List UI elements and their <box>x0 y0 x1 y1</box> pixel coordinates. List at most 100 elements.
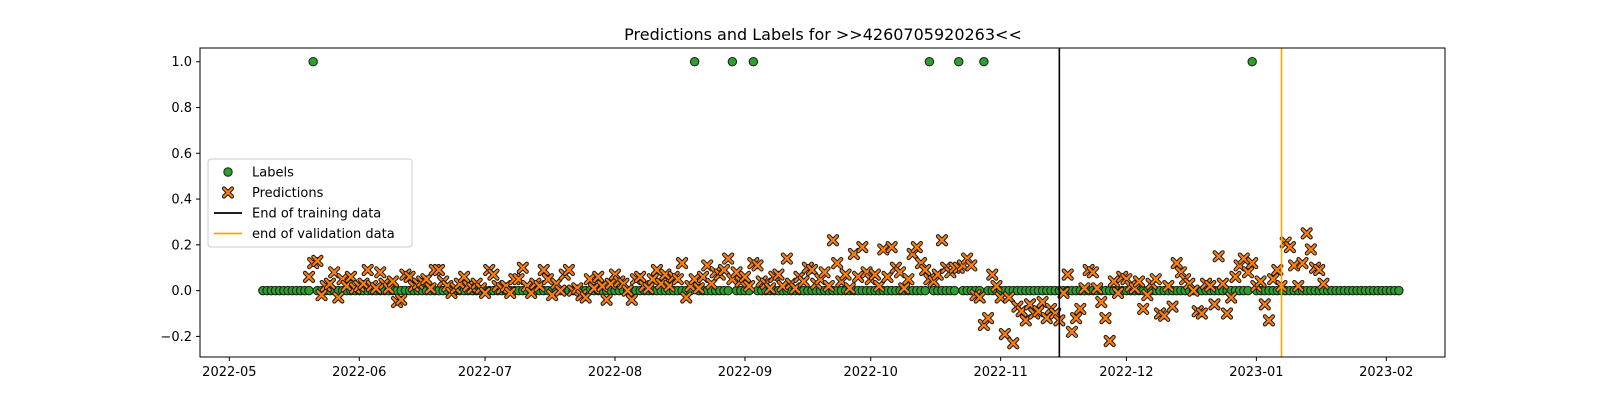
prediction-point <box>1002 291 1016 304</box>
x-tick-label: 2022-10 <box>844 365 898 380</box>
prediction-point <box>1212 250 1225 263</box>
prediction-point <box>374 266 387 279</box>
prediction-point <box>998 328 1011 341</box>
x-tick-label: 2022-12 <box>1099 365 1153 380</box>
prediction-point <box>1304 243 1317 256</box>
prediction-point <box>986 268 999 281</box>
label-point <box>949 285 960 296</box>
prediction-point <box>1317 277 1330 290</box>
prediction-point <box>1086 266 1099 279</box>
prediction-point <box>424 282 437 295</box>
y-tick-label: 0.6 <box>171 147 192 162</box>
label-point <box>920 285 930 296</box>
label-point <box>304 285 314 296</box>
prediction-point <box>516 261 529 274</box>
x-tick-label: 2023-02 <box>1359 365 1413 380</box>
prediction-point <box>386 275 399 288</box>
label-point <box>1247 57 1257 67</box>
legend-box <box>207 158 413 248</box>
prediction-point <box>1103 334 1116 348</box>
legend-label: end of validation data <box>252 227 395 242</box>
legend-label: Predictions <box>252 186 324 201</box>
prediction-point <box>1300 227 1313 240</box>
prediction-point <box>797 275 810 288</box>
axes: −0.2 0.0 0.2 0.4 0.6 0.8 1.0 2022-05 2022-06 2022… <box>160 47 1446 380</box>
prediction-point <box>1061 268 1074 281</box>
prediction-point <box>1120 273 1133 286</box>
label-point <box>954 57 964 67</box>
prediction-point <box>323 277 337 290</box>
chart-title: Predictions and Labels for >>42607059202… <box>624 25 1022 44</box>
prediction-point <box>705 277 718 290</box>
prediction-point <box>1078 282 1091 295</box>
prediction-point <box>487 268 500 281</box>
prediction-point <box>730 266 743 279</box>
prediction-point <box>546 289 559 302</box>
label-point <box>689 57 700 67</box>
x-tick-label: 2023-01 <box>1229 365 1283 380</box>
legend-label: End of training data <box>252 207 381 222</box>
prediction-point <box>504 286 517 300</box>
prediction-point <box>1132 275 1146 288</box>
prediction-point <box>562 263 575 277</box>
label-point <box>1394 285 1404 296</box>
prediction-point <box>1296 257 1309 270</box>
prediction-point <box>600 293 613 306</box>
prediction-point <box>1271 263 1284 277</box>
prediction-point <box>831 257 844 270</box>
prediction-point <box>1292 279 1305 293</box>
prediction-point <box>1141 289 1154 302</box>
prediction-point <box>1258 298 1271 311</box>
prediction-point <box>671 273 684 286</box>
y-tick-label: 0.8 <box>171 101 192 116</box>
label-point <box>924 57 935 67</box>
prediction-point <box>1220 307 1234 320</box>
prediction-point <box>1107 275 1120 288</box>
prediction-point <box>478 286 492 300</box>
prediction-point <box>826 234 840 247</box>
prediction-point <box>818 266 831 279</box>
prediction-point <box>420 273 433 286</box>
prediction-point <box>302 270 316 283</box>
y-tick-label: 0.4 <box>171 193 192 208</box>
prediction-point <box>625 293 638 306</box>
prediction-point <box>1166 300 1179 313</box>
x-tick-label: 2022-05 <box>202 365 256 380</box>
prediction-point <box>332 291 345 304</box>
prediction-point <box>395 293 408 306</box>
prediction-point <box>902 273 915 286</box>
prediction-point <box>822 279 835 293</box>
x-tick-label: 2022-08 <box>588 365 642 380</box>
prediction-point <box>1254 275 1267 288</box>
prediction-point <box>1007 337 1020 350</box>
prediction-point <box>1313 263 1326 277</box>
x-tick-label: 2022-09 <box>718 365 772 380</box>
prediction-point <box>852 270 865 283</box>
predictions-series <box>302 227 1330 350</box>
prediction-point <box>1187 284 1200 297</box>
label-point <box>979 57 989 67</box>
prediction-point <box>843 282 856 295</box>
prediction-point <box>868 268 882 281</box>
prediction-point <box>650 263 664 277</box>
prediction-point <box>1204 279 1217 293</box>
prediction-point <box>1057 286 1070 300</box>
legend: Labels Predictions End of training data end… <box>207 158 413 248</box>
prediction-point <box>981 311 995 325</box>
prediction-point <box>1208 298 1221 311</box>
prediction-point <box>751 259 764 272</box>
prediction-point <box>1111 286 1125 300</box>
prediction-point <box>990 279 1003 293</box>
legend-label: Labels <box>252 166 294 181</box>
prediction-point <box>805 263 819 277</box>
prediction-point <box>344 270 358 283</box>
prediction-point <box>1149 273 1162 286</box>
prediction-point <box>839 268 852 281</box>
label-point <box>727 57 738 67</box>
prediction-point <box>898 282 911 295</box>
prediction-point <box>738 270 752 283</box>
prediction-point <box>994 291 1007 304</box>
prediction-point <box>369 282 383 295</box>
